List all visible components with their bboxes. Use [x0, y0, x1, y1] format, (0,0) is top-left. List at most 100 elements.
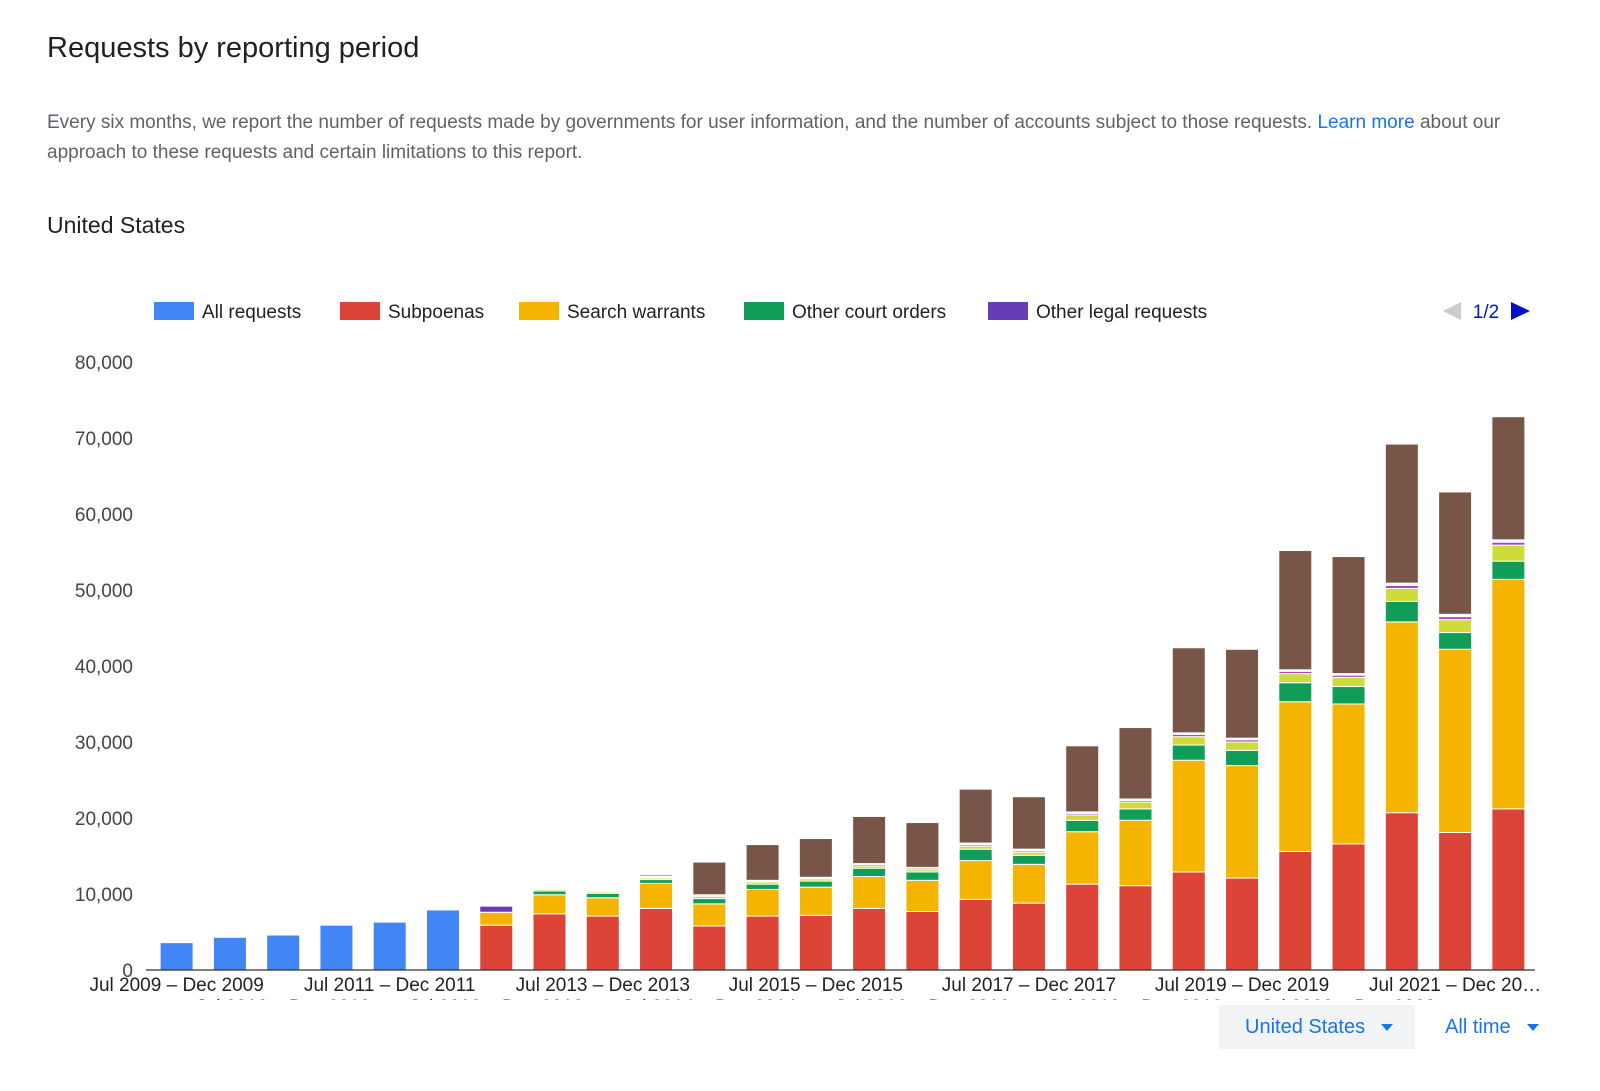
x-tick-label: Jul 2009 – Dec 2009 — [89, 975, 263, 996]
bar-segment — [745, 844, 780, 881]
bar-segment — [852, 907, 887, 971]
bar-segment — [159, 942, 194, 971]
bar-segment — [585, 892, 620, 899]
bar-segment — [1065, 814, 1100, 821]
bar-segment — [1118, 801, 1153, 810]
learn-more-link[interactable]: Learn more — [1317, 112, 1415, 133]
x-tick-label: Jul 2015 – Dec 2015 — [729, 975, 903, 996]
bar-segment — [692, 925, 727, 971]
bar-segment — [1491, 544, 1526, 562]
legend-swatch — [519, 302, 559, 320]
bar-segment — [905, 871, 940, 881]
time-range-dropdown[interactable]: All time — [1419, 1005, 1561, 1049]
bar-segment — [372, 921, 407, 971]
triangle-right-icon[interactable] — [1511, 302, 1530, 320]
bar-segment — [212, 936, 247, 971]
bar-segment — [1384, 812, 1419, 971]
description-tail: about our approach to these requests and… — [47, 112, 1501, 163]
bar-segment — [1225, 749, 1260, 767]
region-dropdown[interactable]: United States — [1219, 1005, 1416, 1049]
bar-segment — [1331, 843, 1366, 971]
bar-segment — [958, 788, 993, 844]
bar-segment — [958, 848, 993, 862]
bar-segment — [1171, 647, 1206, 734]
filter-controls: United States All time — [1219, 1003, 1561, 1051]
bar-segment — [798, 880, 833, 888]
bar-segment — [745, 888, 780, 917]
bar-segment — [532, 894, 567, 915]
bar-segment — [1171, 736, 1206, 746]
triangle-left-icon[interactable] — [1443, 302, 1461, 320]
legend-swatch — [744, 302, 784, 320]
bar-segment — [1225, 741, 1260, 751]
bar-segment — [692, 861, 727, 896]
bar-segment — [1278, 850, 1313, 971]
bar-segment — [905, 822, 940, 868]
bar-segment — [1331, 676, 1366, 688]
bar-segment — [639, 882, 674, 909]
y-tick-label: 50,000 — [75, 581, 133, 602]
x-tick-label: Jul 2021 – Dec 20… — [1369, 975, 1541, 996]
y-tick-label: 30,000 — [75, 733, 133, 754]
bar-segment — [1384, 443, 1419, 584]
bar-segment — [1491, 808, 1526, 971]
x-tick-label: Jul 2014 – Dec 2014 — [622, 997, 797, 1000]
bar-segment — [852, 876, 887, 909]
bar-segment — [1384, 621, 1419, 814]
bar-segment — [319, 924, 354, 971]
y-tick-label: 0 — [122, 961, 133, 982]
bar-segment — [1065, 883, 1100, 971]
y-tick-label: 40,000 — [75, 657, 133, 678]
legend-label: Other court orders — [792, 302, 946, 323]
bar-segment — [1011, 854, 1046, 865]
bar-segment — [1065, 831, 1100, 885]
bar-segment — [1065, 745, 1100, 813]
bar-segment — [1384, 587, 1419, 602]
x-tick-label: Jul 2020 – Dec 2020 — [1261, 997, 1435, 1000]
caret-down-icon — [1526, 1023, 1539, 1031]
bar-segment — [639, 907, 674, 971]
bar-segment — [1438, 632, 1473, 650]
bar-segment — [905, 910, 940, 971]
bar-segment — [1491, 560, 1526, 580]
bar-segment — [798, 914, 833, 971]
bar-segment — [852, 815, 887, 865]
bar-segment — [692, 898, 727, 905]
x-tick-label: Jul 2012 – Dec 2012 — [409, 997, 583, 1000]
bar-segment — [1171, 759, 1206, 873]
description-text: Every six months, we report the number o… — [47, 112, 1313, 133]
bar-segment — [1278, 701, 1313, 852]
bar-segment — [1331, 556, 1366, 675]
y-tick-label: 10,000 — [75, 885, 133, 906]
bar-segment — [958, 860, 993, 900]
bar-segment — [266, 934, 301, 971]
legend-swatch — [988, 302, 1028, 320]
bar-segment — [532, 890, 567, 896]
bar-segment — [639, 879, 674, 884]
x-tick-label: Jul 2011 – Dec 2011 — [304, 975, 475, 996]
bar-segment — [798, 886, 833, 916]
page-title: Requests by reporting period — [47, 32, 420, 64]
y-tick-label: 20,000 — [75, 809, 133, 830]
legend-label: Search warrants — [567, 302, 705, 323]
bar-segment — [745, 883, 780, 890]
bar-segment — [1171, 744, 1206, 761]
bar-segment — [1278, 682, 1313, 703]
bar-segment — [1118, 819, 1153, 887]
bar-segment — [1278, 549, 1313, 671]
chart-region-title: United States — [47, 212, 186, 238]
bar-segment — [1438, 491, 1473, 615]
bar-segment — [1118, 808, 1153, 821]
bar-segment — [905, 879, 940, 912]
legend-swatch — [340, 302, 380, 320]
bar-segment — [852, 867, 887, 878]
bar-segment — [1384, 600, 1419, 623]
x-tick-label: Jul 2016 – Dec 2016 — [835, 997, 1009, 1000]
legend-label: Subpoenas — [388, 302, 484, 323]
caret-down-icon — [1381, 1023, 1394, 1031]
x-tick-label: Jul 2017 – Dec 2017 — [942, 975, 1116, 996]
x-tick-label: Jul 2010 – Dec 2010 — [196, 997, 370, 1000]
bar-segment — [585, 888, 620, 891]
bar-segment — [1225, 648, 1260, 739]
x-tick-label: Jul 2018 – Dec 2018 — [1048, 997, 1222, 1000]
